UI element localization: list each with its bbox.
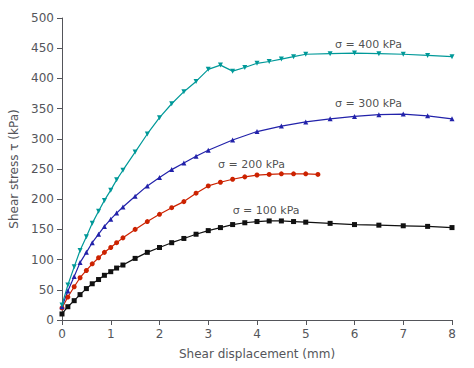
svg-text:450: 450 [31,41,54,55]
svg-text:250: 250 [31,162,54,176]
svg-text:σ = 200 kPa: σ = 200 kPa [218,158,285,171]
svg-text:0: 0 [58,327,66,341]
svg-text:200: 200 [31,192,54,206]
svg-text:1: 1 [107,327,115,341]
svg-text:Shear stress τ (kPa): Shear stress τ (kPa) [7,109,21,228]
svg-text:7: 7 [399,327,407,341]
svg-text:100: 100 [31,253,54,267]
svg-text:50: 50 [39,283,54,297]
svg-text:350: 350 [31,102,54,116]
svg-text:Shear displacement (mm): Shear displacement (mm) [179,347,335,361]
svg-text:2: 2 [156,327,164,341]
svg-text:0: 0 [46,313,54,327]
svg-text:5: 5 [302,327,310,341]
svg-text:σ = 400 kPa: σ = 400 kPa [335,38,402,51]
svg-text:4: 4 [253,327,261,341]
svg-text:150: 150 [31,222,54,236]
svg-text:400: 400 [31,71,54,85]
svg-text:300: 300 [31,132,54,146]
svg-text:σ = 300 kPa: σ = 300 kPa [335,97,402,110]
svg-text:500: 500 [31,11,54,25]
svg-text:8: 8 [448,327,456,341]
svg-text:σ = 100 kPa: σ = 100 kPa [233,204,300,217]
svg-text:6: 6 [351,327,359,341]
svg-text:3: 3 [204,327,212,341]
